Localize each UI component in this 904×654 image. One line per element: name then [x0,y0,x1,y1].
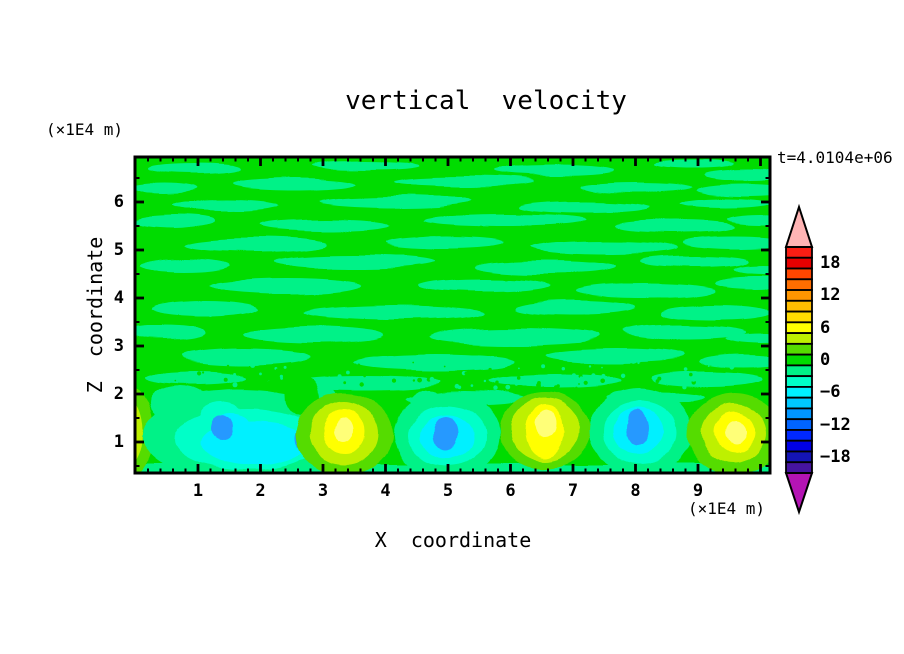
x-tick-label: 2 [255,481,266,501]
y-tick-label: 2 [113,384,124,404]
y-tick-label: 1 [113,432,124,452]
y-tick-label: 3 [113,336,124,356]
x-tick-label: 1 [192,481,204,501]
x-tick-label: 5 [442,481,454,501]
colorbar-tick-label: 18 [820,253,841,274]
contour-field [135,157,770,473]
y-axis-unit-label: (×1E4 m) [46,120,124,139]
x-tick-label: 7 [567,481,579,501]
x-tick-label: 4 [380,481,391,501]
x-axis-unit-label: (×1E4 m) [688,499,766,518]
x-axis-title: X coordinate [374,528,532,552]
y-tick-label: 5 [113,240,124,260]
x-tick-label: 8 [630,481,641,501]
x-tick-label: 9 [692,481,704,501]
contour-plot-area [135,157,770,473]
colorbar-tick-label: 12 [820,285,841,306]
y-tick-label: 4 [113,288,124,308]
colorbar-tick-label: −12 [820,414,851,435]
colorbar-tick-label: 0 [820,350,831,370]
plot-title: vertical velocity [345,86,627,116]
x-tick-label: 6 [505,481,516,501]
colorbar-tick-label: 6 [820,317,831,338]
colorbar-tick-label: −18 [820,446,851,467]
y-tick-label: 6 [113,192,124,212]
colorbar-tick-label: −6 [820,382,841,403]
time-annotation: t=4.0104e+06 [777,148,893,167]
x-tick-label: 3 [317,481,329,501]
